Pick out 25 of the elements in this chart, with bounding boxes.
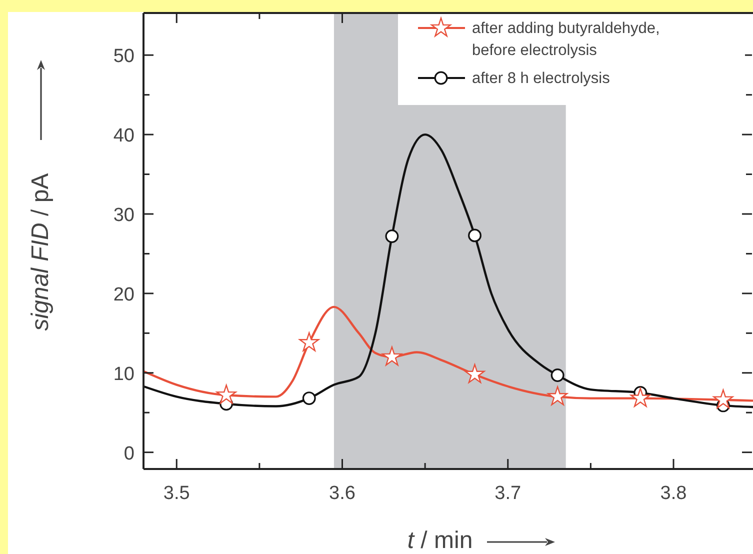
point bbox=[385, 230, 399, 243]
point bbox=[548, 386, 568, 406]
x-axis-title: t / min bbox=[407, 527, 473, 554]
point bbox=[468, 228, 482, 242]
point bbox=[216, 384, 236, 404]
y-tick-label: 40 bbox=[113, 126, 134, 147]
legend-label: after 8 h electrolysis bbox=[472, 70, 610, 87]
x-tick-label: 3.6 bbox=[329, 483, 356, 504]
x-tick-label: 3.7 bbox=[494, 483, 522, 504]
y-tick-label: 50 bbox=[113, 46, 134, 68]
point bbox=[550, 368, 564, 382]
point bbox=[630, 388, 650, 407]
y-axis-title: signal FID / pA bbox=[27, 173, 54, 331]
point bbox=[464, 364, 485, 384]
point bbox=[299, 332, 320, 352]
x-tick-label: 3.8 bbox=[660, 483, 687, 504]
point bbox=[302, 392, 316, 405]
point bbox=[713, 389, 734, 408]
point bbox=[382, 346, 402, 366]
legend-label: after adding butyraldehyde, before electrolysis bbox=[472, 20, 660, 59]
x-tick-label: 3.5 bbox=[163, 483, 190, 504]
y-tick-label: 30 bbox=[113, 204, 134, 226]
y-tick-label: 20 bbox=[113, 284, 134, 306]
y-tick-label: 0 bbox=[124, 443, 134, 464]
y-tick-label: 10 bbox=[113, 364, 134, 385]
